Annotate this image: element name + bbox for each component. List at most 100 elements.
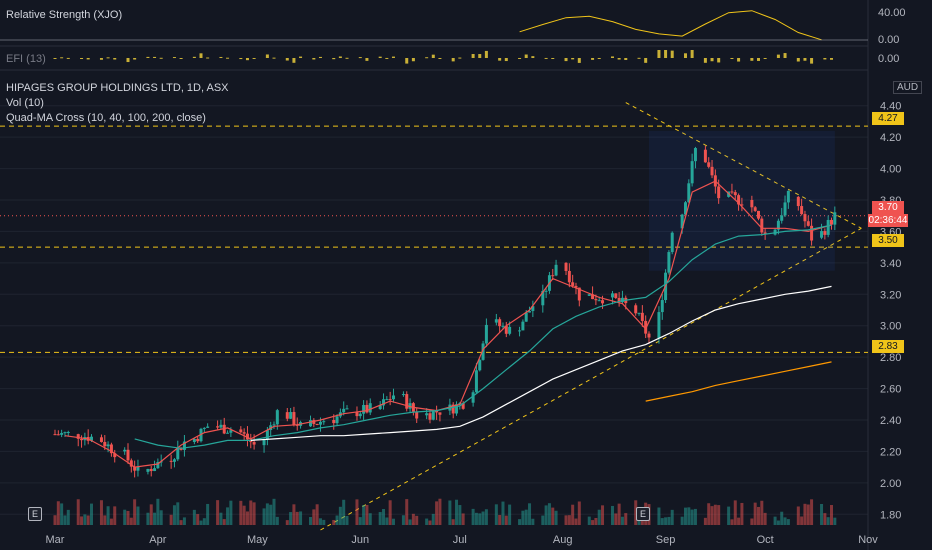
candle-body	[826, 219, 830, 235]
volume-bar	[451, 519, 455, 525]
volume-bar	[56, 501, 60, 525]
candle-body	[683, 202, 687, 215]
candle-body	[680, 214, 684, 229]
candle-body	[601, 300, 605, 304]
candle-body	[358, 413, 362, 417]
volume-bar	[571, 504, 575, 525]
volume-bar	[776, 520, 780, 525]
efi-bar	[219, 56, 223, 58]
candle-body	[355, 412, 359, 417]
volume-bar	[206, 503, 210, 525]
candle-body	[451, 404, 455, 414]
volume-bar	[362, 505, 366, 525]
upper-level-badge: 4.27	[872, 112, 904, 125]
efi-bar	[391, 56, 395, 58]
volume-bar	[810, 499, 814, 525]
candle-body	[292, 412, 296, 425]
earnings-event-marker[interactable]: E	[28, 507, 42, 521]
efi-bar	[577, 58, 581, 63]
volume-bar	[53, 515, 57, 525]
volume-bar	[667, 516, 671, 525]
candle-body	[478, 359, 482, 371]
volume-bar	[428, 520, 432, 525]
volume-bar	[322, 519, 326, 525]
rsi-line	[519, 10, 822, 41]
volume-bar	[405, 499, 409, 525]
candle-body	[322, 421, 326, 423]
candle-body	[587, 294, 591, 296]
volume-bar	[753, 502, 757, 525]
candle-body	[242, 432, 246, 434]
volume-bar	[829, 505, 833, 525]
volume-bar	[531, 518, 535, 525]
efi-bar	[292, 58, 296, 63]
support-trendline	[320, 227, 862, 531]
efi-bar	[471, 54, 475, 58]
volume-bar	[760, 500, 764, 525]
efi-bar	[431, 54, 435, 58]
candle-body	[773, 229, 777, 235]
candle-body	[415, 411, 419, 419]
volume-bar	[610, 505, 614, 525]
volume-bar	[494, 504, 498, 525]
efi-bar	[365, 58, 369, 61]
candle-body	[717, 186, 721, 199]
volume-bar	[683, 507, 687, 525]
efi-bar	[617, 58, 621, 60]
y-tick-label: 4.20	[880, 132, 901, 144]
candle-body	[455, 404, 459, 414]
candle-body	[401, 394, 405, 396]
candle-body	[620, 297, 624, 303]
volume-bar	[338, 506, 342, 525]
candle-body	[647, 333, 651, 338]
volume-bar	[123, 509, 127, 525]
candle-body	[670, 232, 674, 253]
efi-bar	[226, 57, 230, 59]
volume-bar	[670, 509, 674, 525]
efi-bar	[312, 58, 316, 60]
volume-bar	[199, 520, 203, 525]
candle-body	[90, 436, 94, 441]
x-tick-label: May	[247, 534, 268, 546]
volume-bar	[355, 499, 359, 525]
candle-body	[740, 204, 744, 206]
x-tick-label: Aug	[553, 534, 573, 546]
earnings-event-marker[interactable]: E	[636, 507, 650, 521]
volume-bar	[657, 507, 661, 525]
volume-bar	[800, 516, 804, 525]
volume-bar	[202, 518, 206, 525]
candle-body	[577, 287, 581, 301]
efi-bar	[763, 58, 767, 59]
volume-bar	[342, 499, 346, 525]
volume-bar	[528, 503, 532, 525]
candle-body	[820, 231, 824, 238]
candle-body	[129, 460, 133, 467]
candle-body	[312, 420, 316, 424]
volume-bar	[687, 507, 691, 525]
volume-bar	[315, 504, 319, 525]
candle-body	[753, 207, 757, 211]
candle-body	[368, 403, 372, 413]
candle-body	[192, 438, 196, 442]
volume-bar	[265, 503, 269, 525]
volume-bar	[103, 515, 107, 525]
volume-bar	[594, 517, 598, 525]
candle-body	[425, 413, 429, 416]
volume-bar	[796, 506, 800, 525]
candle-body	[471, 392, 475, 403]
volume-bar	[620, 516, 624, 525]
candle-body	[431, 410, 435, 420]
candle-body	[169, 460, 173, 462]
efi-bar	[710, 58, 714, 62]
volume-bar	[312, 509, 316, 525]
volume-bar	[737, 517, 741, 525]
volume-bar	[710, 506, 714, 525]
candle-body	[109, 444, 113, 454]
volume-bar	[707, 503, 711, 525]
candle-body	[342, 408, 346, 413]
y-tick-label: 1.80	[880, 509, 901, 521]
efi-tick-label: 0.00	[878, 53, 899, 65]
candle-body	[640, 312, 644, 321]
candle-body	[484, 324, 488, 344]
